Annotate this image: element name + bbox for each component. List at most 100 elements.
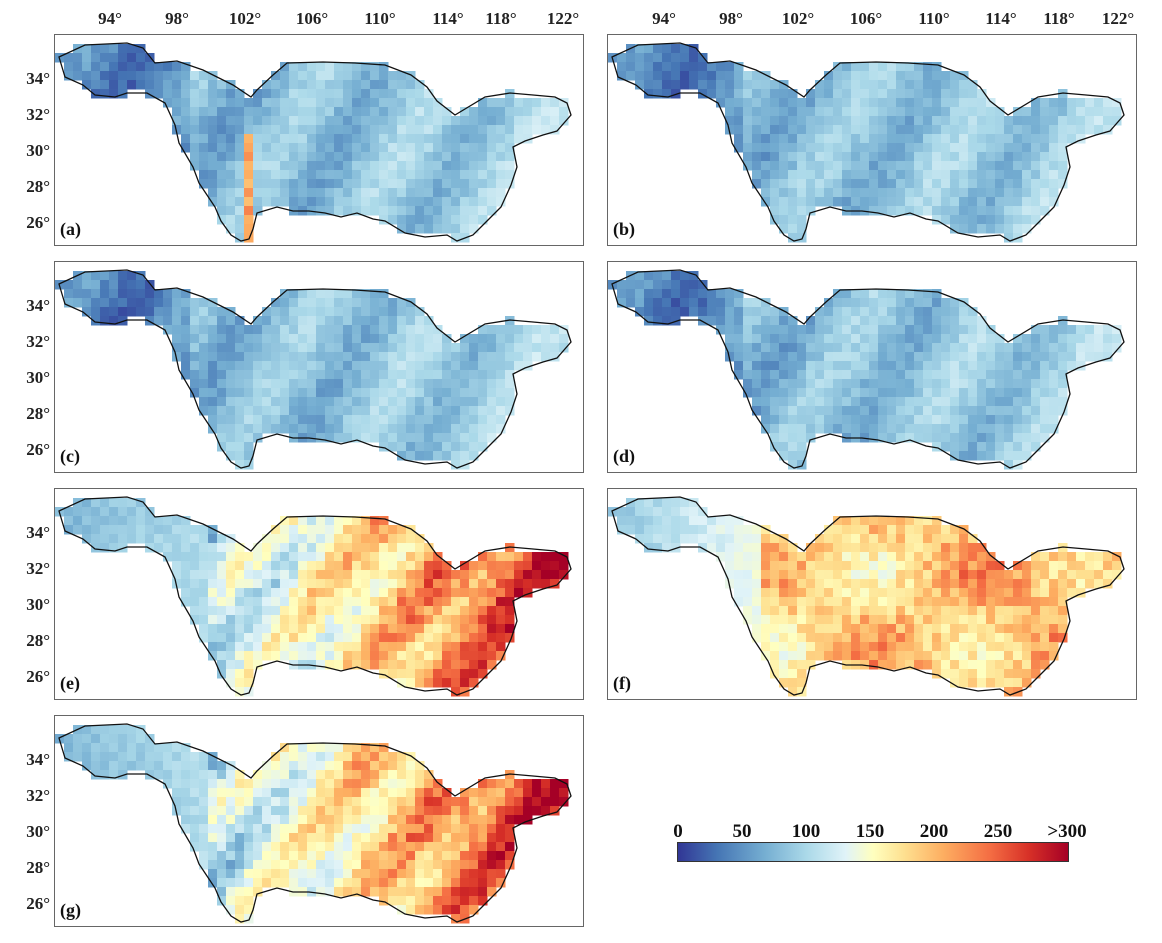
grid-cell — [361, 606, 371, 616]
grid-cell — [379, 743, 389, 753]
grid-cell — [307, 797, 317, 807]
grid-cell — [806, 343, 816, 353]
grid-cell — [950, 669, 960, 679]
grid-cell — [370, 651, 380, 661]
grid-cell — [235, 579, 245, 589]
grid-cell — [199, 761, 209, 771]
grid-cell — [406, 815, 416, 825]
grid-cell — [806, 325, 816, 335]
grid-cell — [370, 116, 380, 126]
grid-cell — [415, 433, 425, 443]
grid-cell — [424, 143, 434, 153]
grid-cell — [905, 179, 915, 189]
grid-cell — [460, 379, 470, 389]
grid-cell — [172, 298, 182, 308]
grid-cell — [379, 170, 389, 180]
grid-cell — [82, 734, 92, 744]
grid-cell — [496, 779, 506, 789]
grid-cell — [680, 271, 690, 281]
basin-map — [55, 496, 572, 697]
grid-cell — [388, 80, 398, 90]
grid-cell — [226, 98, 236, 108]
grid-cell — [217, 334, 227, 344]
grid-cell — [734, 343, 744, 353]
grid-cell — [743, 352, 753, 362]
grid-cell — [469, 134, 479, 144]
grid-cell — [109, 62, 119, 72]
grid-cell — [833, 170, 843, 180]
grid-cell — [280, 597, 290, 607]
grid-cell — [451, 606, 461, 616]
grid-cell — [550, 107, 560, 117]
grid-cell — [842, 316, 852, 326]
grid-cell — [950, 642, 960, 652]
grid-cell — [824, 80, 834, 90]
grid-cell — [752, 570, 762, 580]
grid-cell — [316, 851, 326, 861]
grid-cell — [217, 833, 227, 843]
lat-tick: 32° — [26, 559, 50, 578]
grid-cell — [734, 289, 744, 299]
grid-cell — [496, 552, 506, 562]
grid-cell — [1049, 152, 1059, 162]
grid-cell — [334, 343, 344, 353]
grid-cell — [1112, 98, 1122, 108]
grid-cell — [352, 170, 362, 180]
grid-cell — [289, 860, 299, 870]
grid-cell — [442, 215, 452, 225]
grid-cell — [986, 143, 996, 153]
grid-cell — [298, 806, 308, 816]
grid-cell — [1094, 579, 1104, 589]
grid-cell — [379, 424, 389, 434]
grid-cell — [806, 197, 816, 207]
grid-cell — [406, 451, 416, 461]
grid-cell — [761, 597, 771, 607]
grid-cell — [469, 669, 479, 679]
grid-cell — [145, 743, 155, 753]
grid-cell — [361, 325, 371, 335]
grid-cell — [860, 98, 870, 108]
grid-cell — [869, 552, 879, 562]
grid-cell — [100, 53, 110, 63]
grid-cell — [325, 752, 335, 762]
grid-cell — [505, 170, 515, 180]
grid-cell — [986, 424, 996, 434]
grid-cell — [334, 552, 344, 562]
grid-cell — [1049, 424, 1059, 434]
grid-cell — [460, 842, 470, 852]
grid-cell — [415, 334, 425, 344]
grid-cell — [941, 552, 951, 562]
grid-cell — [968, 352, 978, 362]
grid-cell — [887, 71, 897, 81]
grid-cell — [118, 71, 128, 81]
grid-cell — [950, 397, 960, 407]
grid-cell — [779, 125, 789, 135]
grid-cell — [469, 370, 479, 380]
grid-cell — [307, 161, 317, 171]
grid-cell — [370, 624, 380, 634]
grid-cell — [172, 743, 182, 753]
grid-cell — [559, 107, 569, 117]
grid-cell — [334, 642, 344, 652]
grid-cell — [127, 507, 137, 517]
grid-cell — [217, 552, 227, 562]
grid-cell — [235, 170, 245, 180]
grid-cell — [100, 770, 110, 780]
grid-cell — [190, 833, 200, 843]
grid-cell — [1058, 343, 1068, 353]
grid-cell — [923, 352, 933, 362]
grid-cell — [280, 743, 290, 753]
grid-cell — [1031, 651, 1041, 661]
grid-cell — [923, 615, 933, 625]
grid-cell — [388, 433, 398, 443]
grid-cell — [298, 770, 308, 780]
grid-cell — [986, 224, 996, 234]
grid-cell — [91, 89, 101, 99]
grid-cell — [370, 62, 380, 72]
grid-cell — [451, 669, 461, 679]
grid-cell — [923, 525, 933, 535]
grid-cell — [343, 406, 353, 416]
grid-cell — [788, 89, 798, 99]
grid-cell — [307, 316, 317, 326]
grid-cell — [671, 507, 681, 517]
